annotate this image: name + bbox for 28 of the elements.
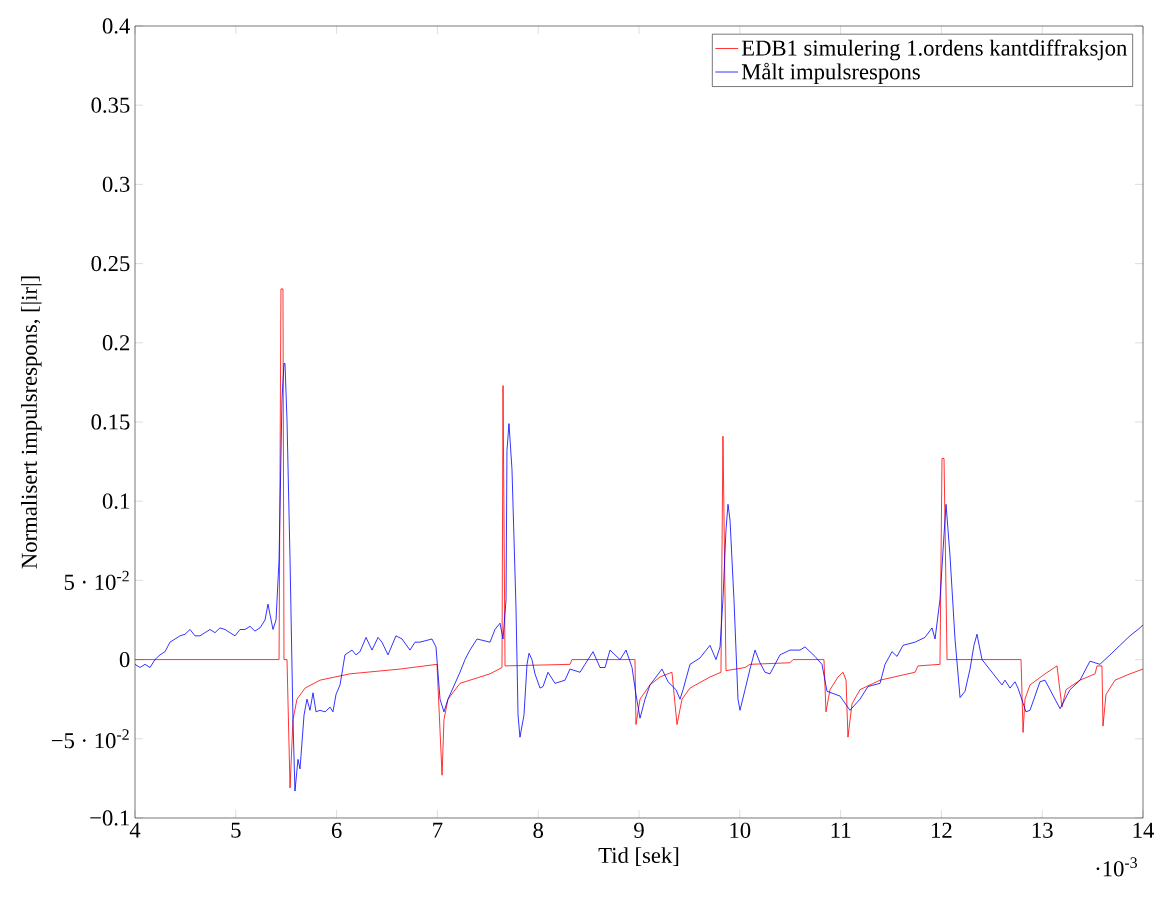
y-tick-label: 5 · 10$^{-2}$ [64,570,129,590]
y-tick-label: 0.3 [102,176,130,193]
x-tick-label: 12 [932,822,952,838]
y-tick-label: 0.4 [102,18,130,34]
x-tick-label: 10 [730,822,751,838]
x-tick-label: 9 [634,822,644,838]
y-tick-label: 0.35 [91,97,130,113]
x-tick-label: 14 [1133,822,1154,838]
x-tick-label: 7 [433,822,443,838]
x-tick-label: 8 [533,822,544,838]
x-tick-label: 13 [1032,822,1053,838]
y-tick-label: −5 · 10$^{-2}$ [51,729,129,749]
legend-label: Målt impulsrespons [741,62,920,85]
x-tick-label: 4 [129,822,141,838]
x-tick-label: 6 [331,822,342,838]
text: ·10$^{-3}$ [1096,857,1138,877]
x-tick-label: 5 [231,822,241,838]
x-axis-title: Tid [sek] [598,847,679,866]
x-tick-label: 11 [831,822,851,838]
y-axis-title: Normalisert impulsrespons, [|ir|] [20,276,42,569]
y-tick-label: −0.1 [90,810,129,826]
line-series [135,288,1143,789]
legend-label: EDB1 simulering 1.ordens kantdiffraksjon [741,39,1128,61]
y-tick-label: 0.2 [102,335,130,351]
y-tick-label: 0.1 [102,493,129,509]
y-tick-label: 0.25 [91,255,130,272]
y-tick-label: 0 [119,651,130,668]
y-tick-label: 0.15 [91,414,130,430]
